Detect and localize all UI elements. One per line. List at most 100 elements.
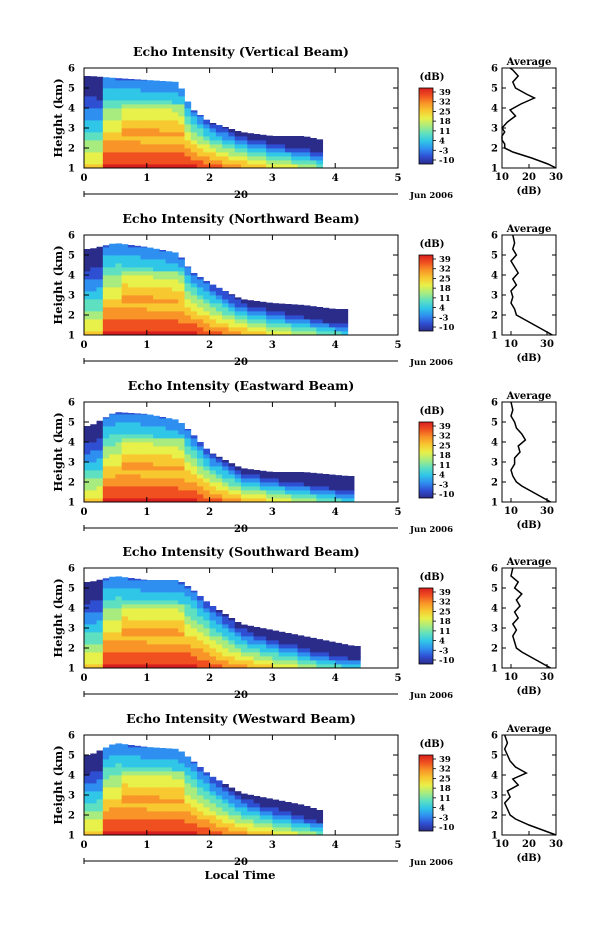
panel-title: Echo Intensity (Vertical Beam)	[133, 44, 349, 59]
heatmap-cell	[209, 327, 217, 332]
heatmap-cell	[215, 827, 223, 832]
heatmap-cell	[96, 807, 104, 812]
heatmap-cell	[90, 478, 97, 483]
heatmap-cell	[134, 628, 141, 633]
heatmap-cell	[316, 823, 324, 828]
heatmap-cell	[109, 243, 116, 248]
heatmap-cell	[102, 88, 110, 93]
heatmap-cell	[165, 96, 173, 101]
heatmap-cell	[115, 791, 123, 796]
heatmap-cell	[165, 783, 173, 788]
heatmap-cell	[153, 287, 160, 292]
heatmap-cell	[203, 815, 210, 820]
heatmap-cell	[316, 152, 324, 157]
heatmap-cell	[134, 128, 141, 133]
heatmap-cell	[146, 116, 154, 121]
heatmap-cell	[284, 323, 292, 328]
heatmap-cell	[109, 124, 116, 129]
heatmap-cell	[178, 596, 185, 601]
heatmap-cell	[165, 299, 173, 304]
heatmap-cell	[209, 779, 217, 784]
heatmap-cell	[153, 319, 160, 324]
heatmap-cell	[84, 267, 91, 272]
heatmap-cell	[90, 608, 97, 613]
heatmap-cell	[222, 486, 229, 491]
heatmap-cell	[253, 478, 261, 483]
heatmap-cell	[316, 319, 324, 324]
heatmap-cell	[159, 652, 167, 657]
heatmap-cell	[153, 466, 160, 471]
heatmap-cell	[171, 795, 179, 800]
heatmap-cell	[184, 267, 192, 272]
heatmap-cell	[102, 418, 110, 423]
heatmap-cell	[90, 76, 97, 81]
heatmap-cell	[121, 303, 129, 308]
heatmap-cell	[140, 799, 148, 804]
heatmap-cell	[190, 799, 198, 804]
heatmap-cell	[209, 454, 217, 459]
heatmap-cell	[96, 92, 104, 97]
heatmap-cell	[178, 291, 185, 296]
heatmap-cell	[153, 771, 160, 776]
heatmap-cell	[165, 454, 173, 459]
heatmap-cell	[134, 434, 141, 439]
heatmap-cell	[272, 632, 280, 637]
heatmap-cell	[347, 645, 355, 649]
heatmap-cell	[109, 759, 116, 764]
heatmap-cell	[146, 267, 154, 272]
heatmap-cell	[90, 815, 97, 820]
colorbar-tick-label: 32	[439, 98, 451, 108]
heatmap-cell	[84, 608, 91, 613]
heatmap-cell	[272, 140, 280, 145]
heatmap-cell	[102, 827, 110, 832]
heatmap-cell	[222, 660, 229, 665]
heatmap-cell	[146, 632, 154, 637]
heatmap-cell	[153, 84, 160, 89]
colorbar-tick-label: 25	[439, 274, 451, 284]
heatmap-cell	[121, 319, 129, 324]
heatmap-cell	[197, 474, 204, 479]
heatmap-cell	[153, 767, 160, 772]
heatmap-cell	[109, 307, 116, 312]
heatmap-cell	[127, 331, 135, 336]
heatmap-cell	[272, 311, 280, 316]
heatmap-cell	[197, 600, 204, 605]
heatmap-cell	[84, 96, 91, 101]
heatmap-cell	[146, 648, 154, 653]
heatmap-cell	[197, 148, 204, 153]
heatmap-cell	[184, 323, 192, 328]
heatmap-cell	[171, 144, 179, 149]
heatmap-cell	[84, 831, 91, 836]
heatmap-cell	[102, 652, 110, 657]
heatmap-cell	[96, 751, 104, 756]
heatmap-cell	[159, 120, 167, 125]
average-y-tick-label: 5	[491, 584, 498, 595]
heatmap-cell	[215, 132, 223, 137]
heatmap-cell	[303, 819, 311, 824]
heatmap-cell	[215, 494, 223, 499]
heatmap-cell	[127, 474, 135, 479]
heatmap-cell	[316, 660, 324, 665]
heatmap-cell	[253, 799, 261, 804]
heatmap-cell	[90, 275, 97, 280]
heatmap-cell	[178, 315, 185, 320]
heatmap-cell	[134, 791, 141, 796]
heatmap-cell	[184, 592, 192, 597]
colorbar-tick-label: 18	[439, 284, 451, 294]
heatmap-cell	[109, 482, 116, 487]
heatmap-cell	[109, 783, 116, 788]
heatmap-cell	[115, 466, 123, 471]
x-tick-label: 0	[81, 673, 88, 684]
plot-frame	[83, 401, 399, 503]
heatmap-cell	[159, 160, 167, 165]
heatmap-cell	[153, 303, 160, 308]
heatmap-cell	[178, 116, 185, 121]
heatmap-cell	[228, 478, 236, 483]
heatmap-cell	[253, 632, 261, 637]
heatmap-cell	[96, 84, 104, 89]
heatmap-cell	[121, 96, 129, 101]
heatmap-cell	[134, 819, 141, 824]
heatmap-cell	[291, 831, 298, 836]
heatmap-cell	[102, 245, 110, 248]
heatmap-cell	[222, 494, 229, 499]
